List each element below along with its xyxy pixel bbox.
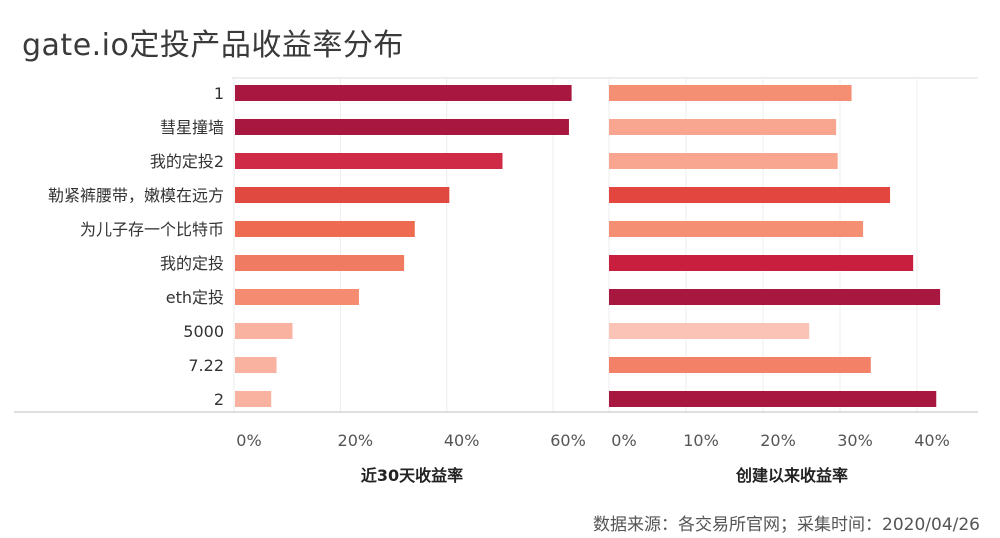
- bar: [235, 255, 405, 271]
- category-label: 我的定投2: [150, 152, 224, 171]
- bar: [609, 153, 838, 169]
- bar: [235, 85, 572, 101]
- category-label: 2: [214, 390, 224, 409]
- category-label: 为儿子存一个比特币: [80, 220, 224, 239]
- chart-title: gate.io定投产品收益率分布: [22, 28, 404, 63]
- panel-last-30-days: 0% 20% 40% 60% 近30天收益率: [233, 78, 586, 485]
- bar: [609, 85, 852, 101]
- bar: [609, 187, 891, 203]
- bar: [609, 119, 837, 135]
- bar: [235, 187, 450, 203]
- bar: [235, 357, 277, 373]
- bar: [235, 221, 415, 237]
- x-axis-title: 近30天收益率: [361, 466, 463, 485]
- category-label: 勒紧裤腰带，嫩模在远方: [48, 186, 224, 205]
- x-tick-label: 20%: [338, 431, 374, 450]
- x-axis-title: 创建以来收益率: [735, 466, 848, 485]
- x-tick-label: 0%: [611, 431, 636, 450]
- bar: [609, 357, 871, 373]
- x-tick-label: 60%: [550, 431, 586, 450]
- x-tick-label: 30%: [837, 431, 873, 450]
- bar: [235, 391, 272, 407]
- x-tick-label: 40%: [444, 431, 480, 450]
- bar: [609, 391, 937, 407]
- bar: [609, 323, 810, 339]
- category-label: 5000: [183, 322, 224, 341]
- bar: [235, 289, 359, 305]
- x-tick-label: 40%: [914, 431, 950, 450]
- category-label: 我的定投: [160, 254, 224, 273]
- x-tick-label: 0%: [236, 431, 261, 450]
- category-label: 彗星撞墙: [160, 118, 224, 137]
- bar: [609, 255, 914, 271]
- bar: [609, 289, 941, 305]
- x-tick-label: 10%: [683, 431, 719, 450]
- data-source-note: 数据来源：各交易所官网；采集时间：2020/04/26: [593, 515, 980, 535]
- bar: [609, 221, 864, 237]
- panel-since-creation: 0% 10% 20% 30% 40% 创建以来收益率: [608, 78, 950, 485]
- category-label: eth定投: [166, 288, 224, 307]
- category-label: 7.22: [188, 356, 224, 375]
- category-label: 1: [214, 84, 224, 103]
- bar: [235, 153, 503, 169]
- x-tick-label: 20%: [760, 431, 796, 450]
- bar: [235, 323, 293, 339]
- bar: [235, 119, 569, 135]
